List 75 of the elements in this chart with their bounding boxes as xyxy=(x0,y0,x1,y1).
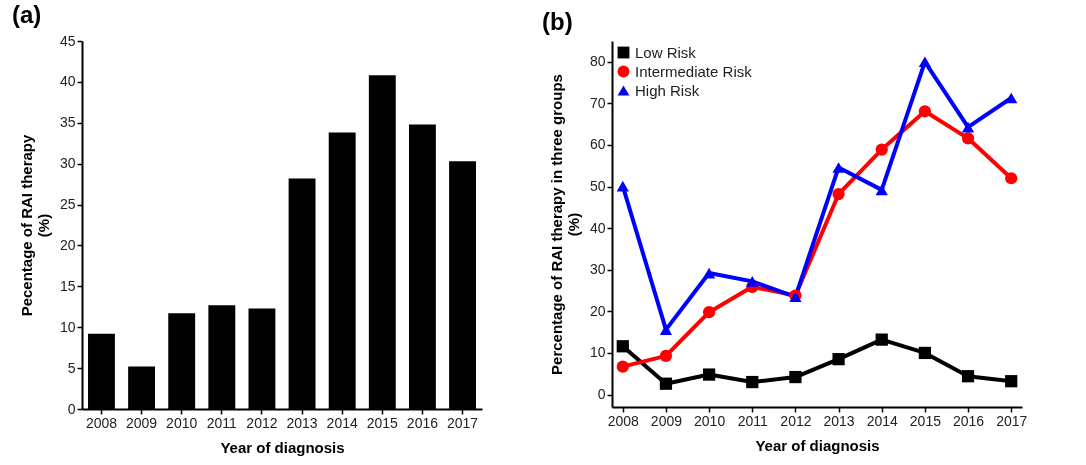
y-tick-label: 35 xyxy=(59,114,76,131)
point xyxy=(961,132,975,145)
y-tick-label: 20 xyxy=(59,236,76,253)
y-tick-label: 0 xyxy=(597,386,606,403)
y-tick-label: 60 xyxy=(589,136,606,153)
point xyxy=(961,370,975,383)
y-tick-label: 10 xyxy=(59,318,76,335)
legend-label: Low Risk xyxy=(635,43,697,61)
legend-label: Intermediate Risk xyxy=(635,62,753,80)
point xyxy=(659,349,673,362)
point xyxy=(702,368,716,381)
chart-title: (a) xyxy=(12,1,42,28)
point xyxy=(832,162,845,173)
point xyxy=(616,360,629,373)
x-tick-label: 2013 xyxy=(823,412,855,429)
x-tick-label: 2009 xyxy=(126,414,158,431)
y-tick-label: 30 xyxy=(59,155,76,172)
x-axis-title: Year of diagnosis xyxy=(755,436,880,454)
point xyxy=(616,340,629,353)
point xyxy=(746,375,759,389)
point xyxy=(875,143,888,156)
point xyxy=(832,187,845,201)
y-tick-label: 5 xyxy=(67,359,76,376)
point xyxy=(746,276,759,287)
x-tick-label: 2016 xyxy=(952,412,985,429)
y-tick-label: 40 xyxy=(589,219,606,236)
y-tick-label: 20 xyxy=(589,302,606,319)
x-tick-label: 2016 xyxy=(406,414,439,431)
x-tick-label: 2011 xyxy=(737,412,769,429)
y-tick-label: 30 xyxy=(589,261,606,278)
x-tick-label: 2015 xyxy=(366,414,399,431)
point xyxy=(702,267,716,279)
chart-title: (b) xyxy=(542,8,573,35)
point xyxy=(1005,92,1018,104)
x-tick-label: 2015 xyxy=(909,412,942,429)
point xyxy=(1005,375,1018,388)
y-tick-label: 45 xyxy=(59,32,76,49)
x-tick-label: 2008 xyxy=(85,414,118,431)
y-tick-label: 50 xyxy=(589,178,606,195)
legend-label: High Risk xyxy=(635,81,700,99)
point xyxy=(918,346,932,360)
y-tick-label: 80 xyxy=(589,53,606,70)
x-axis-title: Year of diagnosis xyxy=(220,438,345,456)
x-tick-label: 2017 xyxy=(996,412,1028,429)
x-tick-label: 2010 xyxy=(166,414,198,431)
y-tick-label: 15 xyxy=(59,277,76,294)
point xyxy=(961,121,975,133)
y-axis-title: Pecentage of RAI therapy (%) xyxy=(17,133,52,317)
x-tick-label: 2012 xyxy=(246,414,278,431)
point xyxy=(659,377,673,390)
x-tick-label: 2011 xyxy=(206,414,238,431)
point xyxy=(832,353,845,366)
point xyxy=(918,105,932,118)
point xyxy=(875,333,888,346)
point xyxy=(616,180,629,192)
point xyxy=(659,324,673,335)
x-tick-label: 2017 xyxy=(446,414,479,431)
x-tick-label: 2010 xyxy=(694,412,726,429)
point xyxy=(918,56,932,68)
x-tick-label: 2013 xyxy=(286,414,318,431)
x-tick-label: 2014 xyxy=(326,414,358,431)
x-tick-label: 2014 xyxy=(866,412,899,429)
point xyxy=(1005,172,1018,185)
x-tick-label: 2012 xyxy=(780,412,812,429)
x-tick-label: 2009 xyxy=(650,412,683,429)
y-axis-title: Percentage of RAI therapy in three groups (%) xyxy=(547,74,582,375)
point xyxy=(702,306,716,319)
y-tick-label: 40 xyxy=(59,73,76,90)
point xyxy=(789,370,802,384)
y-tick-label: 10 xyxy=(589,344,606,361)
y-tick-label: 70 xyxy=(589,94,606,111)
x-tick-label: 2008 xyxy=(607,412,640,429)
point xyxy=(875,184,888,196)
y-tick-label: 25 xyxy=(59,196,76,213)
y-tick-label: 0 xyxy=(67,400,76,417)
